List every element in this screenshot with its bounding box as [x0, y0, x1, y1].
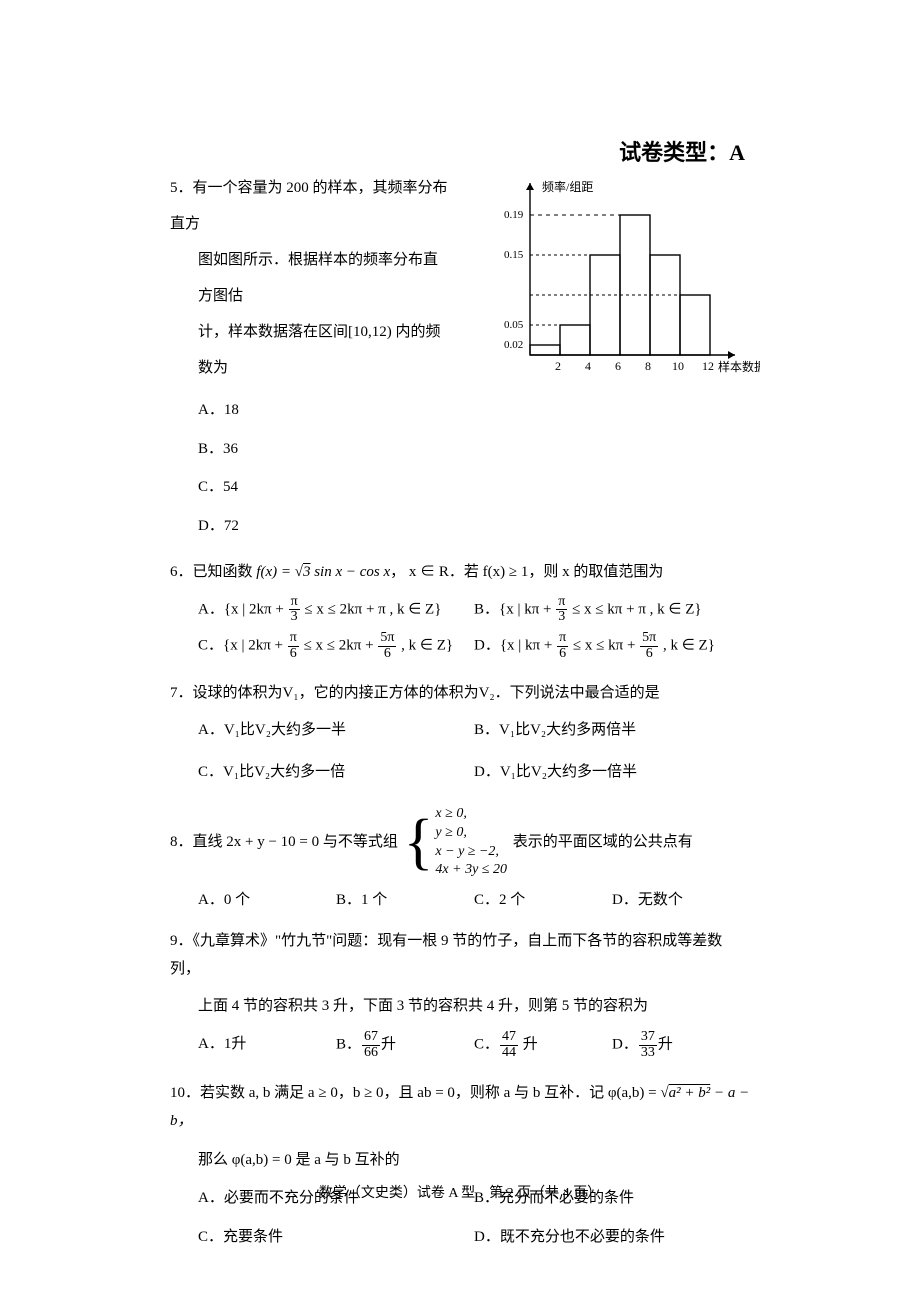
q7-number: 7． [170, 685, 193, 701]
page-footer: 数学（文史类）试卷 A 型 第 2 页（共 4 页） [0, 1182, 920, 1202]
q7-opt-b: B．V₁比V₂大约多两倍半 [474, 716, 750, 745]
q8-opt-c: C．2 个 [474, 886, 612, 915]
q7-opt-a: A．V₁比V₂大约多一半 [198, 716, 474, 745]
q5-text1: 有一个容量为 200 的样本，其频率分布直方 [170, 180, 448, 232]
q9-opt-b: B．6766升 [336, 1030, 474, 1060]
content-area: 5．有一个容量为 200 的样本，其频率分布直方 图如图所示．根据样本的频率分布… [170, 170, 750, 1251]
q9-number: 9． [170, 933, 193, 949]
q9-opt-d: D．3733升 [612, 1030, 750, 1060]
q6-eq-lhs: f(x) = [256, 564, 294, 580]
q6-text-pre: 已知函数 [193, 564, 257, 580]
q6-opt-c: C．{x | 2kπ + π6 ≤ x ≤ 2kπ + 5π6 , k ∈ Z} [198, 631, 474, 661]
q10-opt-c: C．充要条件 [198, 1223, 474, 1252]
q7-opt-d: D．V₁比V₂大约多一倍半 [474, 758, 750, 787]
q10-text-pre: 若实数 a, b 满足 a ≥ 0，b ≥ 0，且 ab = 0，则称 a 与 … [200, 1085, 660, 1101]
q5-opt-a: A．18 [198, 396, 430, 425]
q9-opt-a: A．1升 [198, 1030, 336, 1060]
q6-opt-b: B．{x | kπ + π3 ≤ x ≤ kπ + π , k ∈ Z} [474, 595, 750, 625]
q8-text-pre: 直线 2x + y − 10 = 0 与不等式组 [193, 834, 398, 850]
q7-opt-c: C．V₁比V₂大约多一倍 [198, 758, 474, 787]
question-7: 7．设球的体积为V₁，它的内接正方体的体积为V₂．下列说法中最合适的是 A．V₁… [170, 679, 750, 787]
q8-system: { x ≥ 0, y ≥ 0, x − y ≥ −2, 4x + 3y ≤ 20 [404, 805, 507, 881]
question-5: 5．有一个容量为 200 的样本，其频率分布直方 图如图所示．根据样本的频率分布… [170, 170, 750, 540]
q8-number: 8． [170, 834, 193, 850]
q10-opt-d: D．既不充分也不必要的条件 [474, 1223, 750, 1252]
q6-opt-d: D．{x | kπ + π6 ≤ x ≤ kπ + 5π6 , k ∈ Z} [474, 631, 750, 661]
q9-text1: 《九章算术》"竹九节"问题：现有一根 9 节的竹子，自上而下各节的容积成等差数列… [170, 933, 722, 978]
question-8: 8．直线 2x + y − 10 = 0 与不等式组 { x ≥ 0, y ≥ … [170, 805, 750, 915]
q8-text-post: 表示的平面区域的公共点有 [513, 834, 693, 850]
q8-opt-a: A．0 个 [198, 886, 336, 915]
question-6: 6．已知函数 f(x) = √3 sin x − cos x， x ∈ R．若 … [170, 558, 750, 661]
q5-opt-b: B．36 [198, 435, 430, 464]
q10-text2: 那么 φ(a,b) = 0 是 a 与 b 互补的 [170, 1146, 750, 1175]
q5-text3: 计，样本数据落在区间[10,12) 内的频数为 [170, 314, 450, 386]
q8-opt-d: D．无数个 [612, 886, 750, 915]
q7-text: 设球的体积为V₁，它的内接正方体的体积为V₂．下列说法中最合适的是 [193, 685, 660, 701]
paper-type-label: 试卷类型：A [619, 135, 745, 167]
q9-opt-c: C．4744 升 [474, 1030, 612, 1060]
q8-opt-b: B．1 个 [336, 886, 474, 915]
q10-sqrt-inner: a² + b² [669, 1085, 711, 1101]
q6-number: 6． [170, 564, 193, 580]
q6-text-mid: ， x ∈ R．若 f(x) ≥ 1，则 x 的取值范围为 [390, 564, 663, 580]
q10-number: 10． [170, 1085, 200, 1101]
q9-text2: 上面 4 节的容积共 3 升，下面 3 节的容积共 4 升，则第 5 节的容积为 [170, 992, 750, 1021]
q5-opt-c: C．54 [198, 473, 430, 502]
question-9: 9．《九章算术》"竹九节"问题：现有一根 9 节的竹子，自上而下各节的容积成等差… [170, 927, 750, 1061]
q5-number: 5． [170, 180, 193, 196]
question-10: 10．若实数 a, b 满足 a ≥ 0，b ≥ 0，且 ab = 0，则称 a… [170, 1079, 750, 1252]
q5-text2: 图如图所示．根据样本的频率分布直方图估 [170, 242, 450, 314]
q6-opt-a: A．{x | 2kπ + π3 ≤ x ≤ 2kπ + π , k ∈ Z} [198, 595, 474, 625]
q6-eq-rest: sin x − cos x [310, 564, 390, 580]
q5-opt-d: D．72 [198, 512, 430, 541]
